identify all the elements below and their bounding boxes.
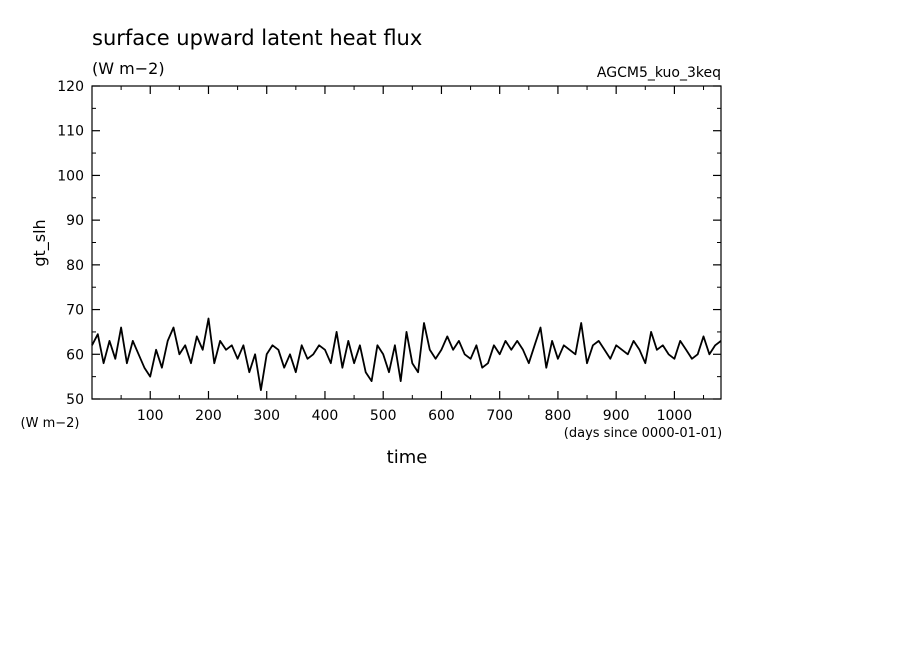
- y-tick-label: 90: [66, 213, 84, 229]
- x-tick-label: 200: [195, 408, 222, 424]
- run-label: AGCM5_kuo_3keq: [597, 65, 721, 81]
- y-axis: 50 60 70 80 90 100 110 120: [57, 79, 721, 408]
- y-tick-label: 50: [66, 392, 84, 408]
- y-tick-label: 100: [57, 168, 84, 184]
- x-tick-label: 700: [486, 408, 513, 424]
- x-tick-label: 1000: [657, 408, 693, 424]
- x-tick-label: 500: [370, 408, 397, 424]
- series-line: [91, 317, 722, 391]
- y-tick-label: 120: [57, 79, 84, 95]
- x-axis: 100 200 300 400 500 600 700 800 900 1000: [120, 86, 705, 424]
- chart-title: surface upward latent heat flux: [92, 26, 422, 50]
- x-axis-title: time: [387, 447, 428, 468]
- x-tick-label: 400: [312, 408, 339, 424]
- x-tick-label: 600: [428, 408, 455, 424]
- x-tick-label: 100: [137, 408, 164, 424]
- x-tick-label: 300: [253, 408, 280, 424]
- y-tick-label: 110: [57, 124, 84, 140]
- plot-frame: [91, 85, 722, 400]
- y-tick-label: 60: [66, 347, 84, 363]
- y-tick-label: 80: [66, 258, 84, 274]
- x-tick-label: 900: [603, 408, 630, 424]
- x-units-label: (days since 0000-01-01): [564, 426, 722, 441]
- y-units-label: (W m−2): [21, 416, 80, 431]
- y-axis-title: gt_slh: [30, 219, 50, 266]
- y-tick-label: 70: [66, 303, 84, 319]
- x-tick-label: 800: [545, 408, 572, 424]
- chart-subtitle: (W m−2): [92, 59, 165, 78]
